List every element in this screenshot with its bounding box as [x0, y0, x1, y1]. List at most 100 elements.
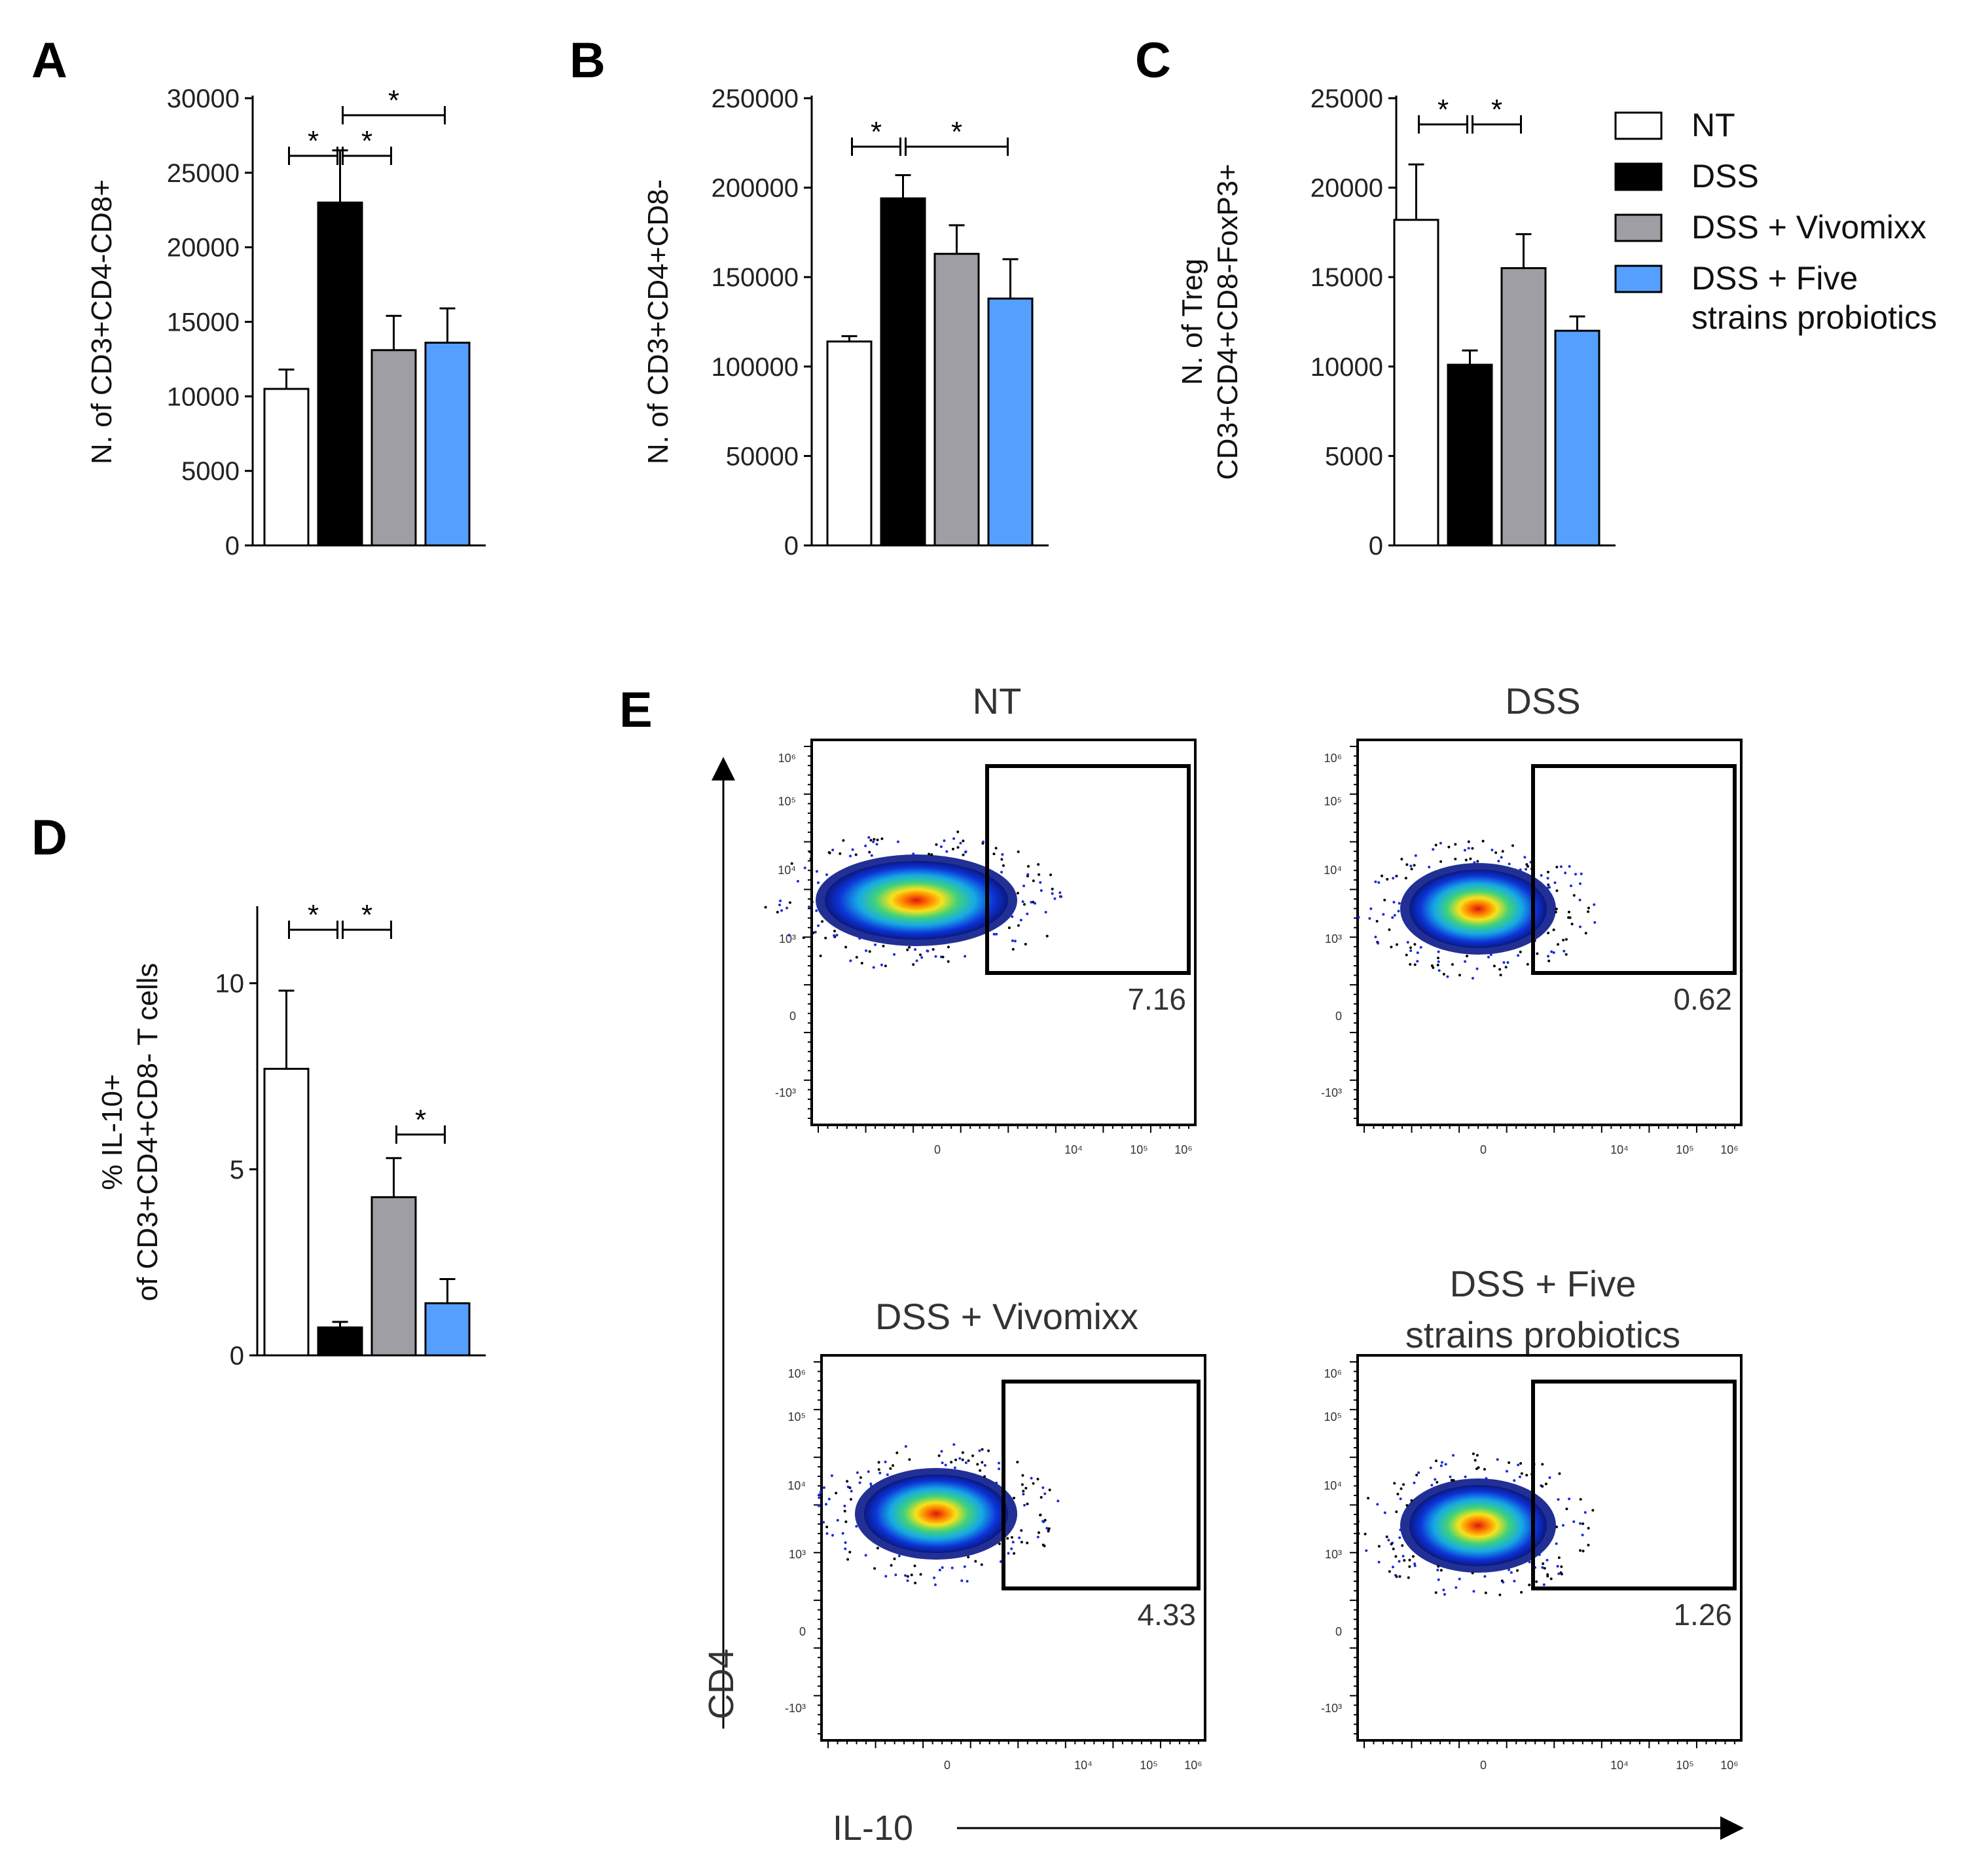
flow-event-dot — [882, 944, 885, 947]
flow-event-dot — [1496, 1458, 1499, 1461]
flow-event-dot — [1011, 939, 1014, 942]
flow-event-dot — [1557, 1498, 1560, 1501]
significance-star: * — [871, 116, 882, 148]
flow-event-dot — [904, 1445, 907, 1448]
flow-event-dot — [1049, 873, 1053, 877]
flow-event-dot — [1444, 1463, 1447, 1466]
flow-x-tick-label: 0 — [1480, 1143, 1487, 1156]
flow-event-dot — [1471, 976, 1474, 980]
flow-event-dot — [1374, 880, 1377, 883]
flow-event-dot — [1053, 897, 1057, 900]
flow-event-dot — [1570, 923, 1574, 926]
flow-event-dot — [1581, 1533, 1584, 1537]
flow-event-dot — [788, 901, 791, 904]
significance-star: * — [1437, 94, 1449, 126]
flow-event-dot — [1022, 1492, 1025, 1495]
significance-star: * — [361, 125, 372, 157]
flow-event-dot — [1525, 868, 1528, 871]
flow-event-dot — [1432, 848, 1435, 851]
y-axis-title: N. of Treg — [1176, 259, 1208, 385]
flow-event-dot — [827, 1497, 831, 1501]
flow-event-dot — [944, 1463, 947, 1467]
flow-event-dot — [1455, 1586, 1458, 1589]
flow-event-dot — [992, 932, 996, 936]
flow-event-dot — [889, 1467, 892, 1470]
flow-density-core — [825, 861, 1008, 940]
flow-event-dot — [1018, 1536, 1021, 1539]
flow-event-dot — [1043, 1518, 1047, 1522]
flow-x-tick-label: 10⁴ — [1610, 1759, 1629, 1772]
flow-event-dot — [1508, 862, 1511, 866]
flow-event-dot — [1508, 1461, 1511, 1464]
flow-event-dot — [1552, 951, 1555, 954]
flow-event-dot — [1369, 907, 1373, 910]
flow-event-dot — [1449, 1475, 1452, 1478]
flow-event-dot — [935, 843, 938, 846]
legend-label: NT — [1691, 107, 1735, 143]
flow-event-dot — [961, 1458, 964, 1461]
flow-event-dot — [1574, 873, 1577, 876]
flow-y-tick-label: 10⁶ — [1324, 752, 1342, 765]
legend-swatch — [1614, 162, 1663, 191]
flow-event-dot — [1395, 943, 1398, 946]
flow-event-dot — [1393, 1482, 1396, 1485]
flow-event-dot — [873, 837, 876, 841]
significance-star: * — [308, 125, 319, 157]
flow-event-dot — [1410, 1499, 1413, 1502]
flow-event-dot — [983, 1475, 986, 1478]
y-tick-label: 5000 — [1325, 442, 1383, 471]
flow-event-dot — [1045, 934, 1049, 938]
flow-event-dot — [1517, 954, 1520, 957]
flow-event-dot — [820, 1494, 823, 1497]
flow-event-dot — [893, 953, 896, 956]
flow-cytometry-panel: NT 0 10⁴ 10⁵ 10⁶ 10⁶ 10⁵ 10⁴ 10³ 0 -10³ 7.16 DSS 0 10⁴… — [702, 680, 1744, 1848]
bar-chart-c: 0 5000 10000 15000 20000 25000 N. of Treg CD3+C… — [1176, 84, 1616, 560]
flow-event-dot — [858, 937, 861, 940]
y-tick-label: 5000 — [181, 457, 240, 486]
flow-event-dot — [1419, 945, 1422, 949]
flow-event-dot — [1395, 1575, 1398, 1578]
flow-event-dot — [1437, 957, 1440, 960]
flow-event-dot — [964, 1461, 967, 1464]
flow-event-dot — [1520, 1590, 1523, 1594]
flow-event-dot — [1051, 887, 1054, 890]
flow-event-dot — [825, 1526, 829, 1529]
flow-event-dot — [976, 1463, 979, 1466]
bar — [880, 197, 926, 547]
flow-event-dot — [859, 1476, 862, 1479]
flow-event-dot — [912, 852, 915, 856]
flow-event-dot — [1432, 966, 1435, 969]
flow-event-dot — [867, 1470, 870, 1473]
flow-event-dot — [1429, 1466, 1432, 1469]
flow-event-dot — [1434, 1478, 1437, 1481]
gate-box — [1002, 1380, 1201, 1590]
flow-event-dot — [851, 848, 854, 851]
flow-event-dot — [1489, 953, 1492, 957]
flow-event-dot — [914, 1581, 917, 1585]
flow-event-dot — [908, 1458, 911, 1461]
flow-event-dot — [933, 1583, 937, 1586]
flow-event-dot — [1388, 1570, 1391, 1573]
y-tick-label: 25000 — [167, 159, 240, 188]
flow-event-dot — [1041, 1486, 1045, 1490]
flow-event-dot — [1452, 1454, 1455, 1457]
flow-event-dot — [1511, 844, 1514, 847]
flow-event-dot — [1051, 892, 1054, 895]
flow-event-dot — [1593, 921, 1597, 924]
flow-event-dot — [1463, 849, 1466, 852]
flow-event-dot — [1392, 877, 1395, 880]
flow-event-dot — [1409, 949, 1413, 952]
flow-event-dot — [858, 1481, 861, 1484]
legend-label: DSS + Vivomixx — [1691, 209, 1926, 246]
flow-event-dot — [1475, 967, 1479, 970]
flow-event-dot — [1544, 1482, 1547, 1486]
flow-event-dot — [1399, 1497, 1402, 1501]
flow-event-dot — [1525, 863, 1528, 866]
flow-event-dot — [1022, 884, 1026, 887]
flow-plot-title: DSS — [1505, 680, 1580, 722]
flow-event-dot — [1504, 966, 1508, 969]
flow-event-dot — [1401, 1554, 1405, 1558]
flow-event-dot — [1454, 857, 1457, 860]
y-tick-label: 0 — [230, 1342, 244, 1370]
